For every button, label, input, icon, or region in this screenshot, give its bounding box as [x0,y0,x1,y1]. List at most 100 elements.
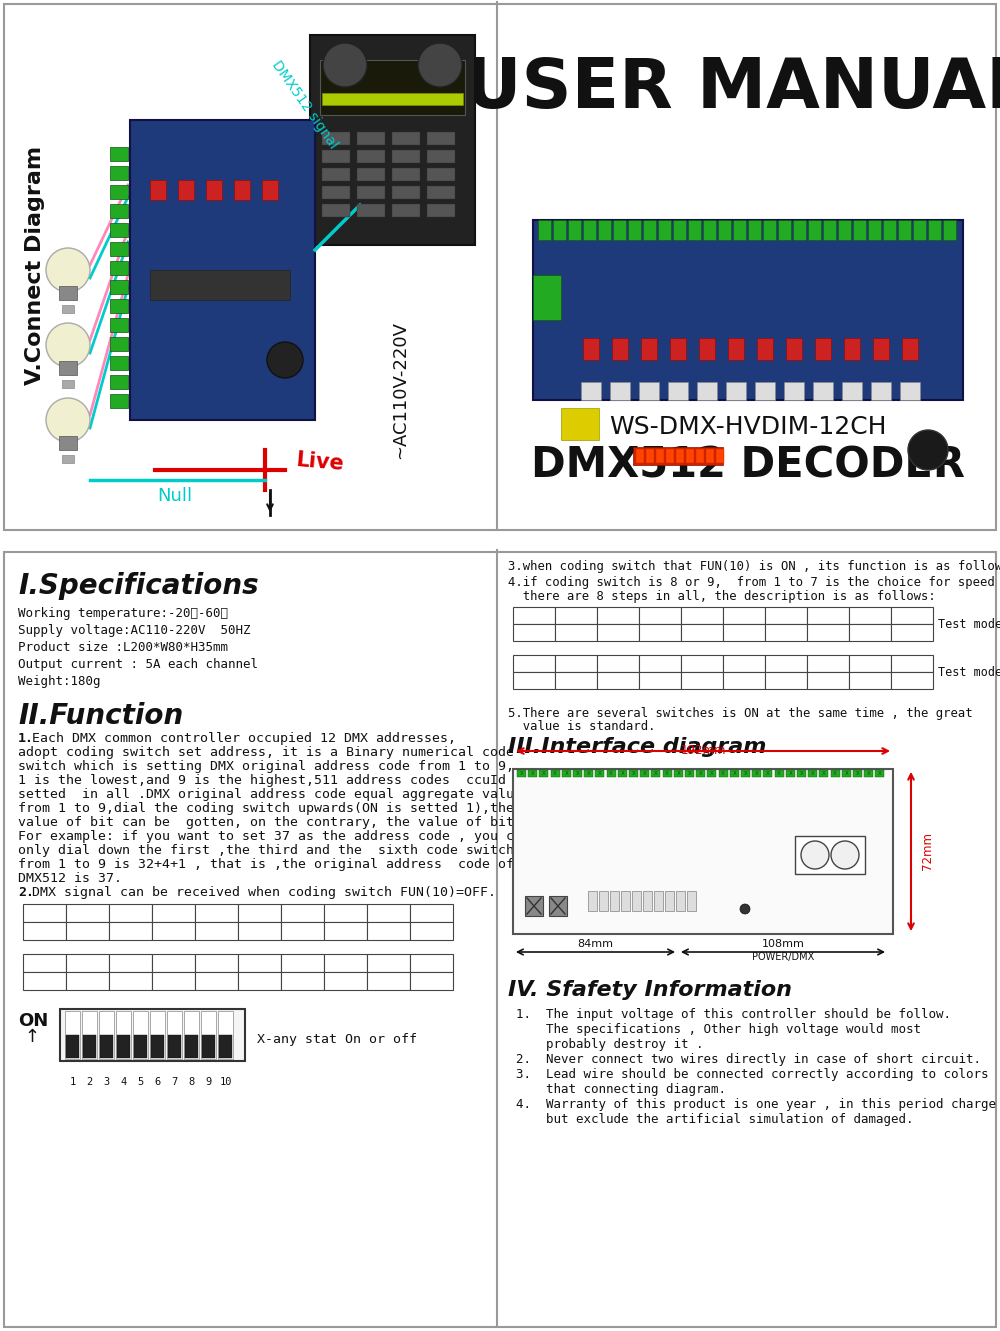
Bar [883,220,896,240]
Text: USER MANUAL: USER MANUAL [465,55,1000,122]
Bar [133,1012,148,1059]
Bar [116,1012,131,1059]
Text: X: X [576,771,579,776]
Text: X: X [744,771,747,776]
Bar [844,338,860,359]
Text: X: X [783,627,789,638]
Text: DIP7: DIP7 [292,958,312,968]
Bar [723,655,765,672]
Bar [807,672,849,689]
Text: X: X [615,627,621,638]
Bar [871,382,891,401]
Text: X: X [688,771,691,776]
Text: X: X [755,771,759,776]
Bar [322,168,350,181]
Text: 1.  The input voltage of this controller should be follow.: 1. The input voltage of this controller … [516,1008,951,1021]
Bar [639,655,681,672]
Bar [775,771,784,777]
Bar [167,1012,182,1059]
Text: DIP4: DIP4 [164,958,184,968]
Bar [195,904,238,922]
Bar [238,904,281,922]
Text: X: X [811,771,815,776]
Text: X: X [342,926,349,936]
Text: 5.There are several switches is ON at the same time , the great: 5.There are several switches is ON at th… [508,707,973,720]
Bar [555,672,597,689]
Bar [110,185,128,200]
Bar [62,305,74,313]
Text: X: X [598,771,602,776]
Circle shape [46,248,90,291]
Bar [853,771,862,777]
Text: setted  in all .DMX original address code equal aggregate value: setted in all .DMX original address code… [18,788,522,801]
Text: DIP4: DIP4 [650,659,670,668]
Text: DIP8: DIP8 [336,909,356,917]
Text: X: X [657,676,663,685]
Circle shape [740,904,750,914]
Bar [202,1036,215,1058]
Text: DIP3: DIP3 [608,611,628,620]
Bar [357,132,385,145]
Text: X: X [615,676,621,685]
Text: X: X [41,926,48,936]
Text: X: X [665,771,669,776]
Text: DIP9: DIP9 [378,958,398,968]
Text: DIP5: DIP5 [692,659,712,668]
Bar [110,224,128,237]
Bar [838,220,851,240]
Text: X: X [783,676,789,685]
Bar [643,220,656,240]
Circle shape [908,430,948,470]
Text: DIP2: DIP2 [78,958,98,968]
Text: +8: +8 [167,976,180,986]
Text: OFF: OFF [903,676,921,685]
Bar [525,896,543,916]
Text: Working temperature:-20℃-60℃: Working temperature:-20℃-60℃ [18,607,228,620]
Bar [641,338,657,359]
Bar [730,771,739,777]
Bar [562,771,571,777]
Bar [555,624,597,642]
Text: ON: ON [906,627,918,638]
Bar [322,204,350,217]
Text: X: X [127,926,134,936]
Bar [281,922,324,940]
Text: X: X [657,627,663,638]
Bar [110,355,128,370]
Text: X: X [699,627,705,638]
Bar [23,954,66,972]
Bar [62,455,74,463]
Bar [793,220,806,240]
Bar [807,655,849,672]
Bar [392,132,420,145]
Text: X: X [170,926,177,936]
Text: X: X [531,771,535,776]
Bar [674,771,683,777]
Text: +64: +64 [293,976,312,986]
Bar [99,1012,114,1059]
Bar [322,150,350,162]
Bar [513,672,555,689]
Text: POWER/DMX: POWER/DMX [752,952,814,962]
Bar [555,607,597,624]
Bar [324,922,367,940]
Bar [4,4,996,530]
Bar [110,146,128,161]
Bar [763,220,776,240]
Text: DIP6: DIP6 [250,958,270,968]
Text: 84mm: 84mm [577,938,613,949]
Text: 4.  Warranty of this product is one year , in this period charge ,: 4. Warranty of this product is one year … [516,1098,1000,1111]
Text: +256: +256 [376,976,401,986]
Bar [513,607,555,624]
Bar [696,449,704,463]
Text: X: X [741,676,747,685]
Bar [765,672,807,689]
Bar [765,624,807,642]
Bar [549,896,567,916]
Bar [320,60,465,114]
Bar [639,624,681,642]
Text: ON: ON [18,1012,48,1030]
Text: DIP2: DIP2 [566,659,586,668]
Bar [819,771,828,777]
Bar [82,1012,97,1059]
